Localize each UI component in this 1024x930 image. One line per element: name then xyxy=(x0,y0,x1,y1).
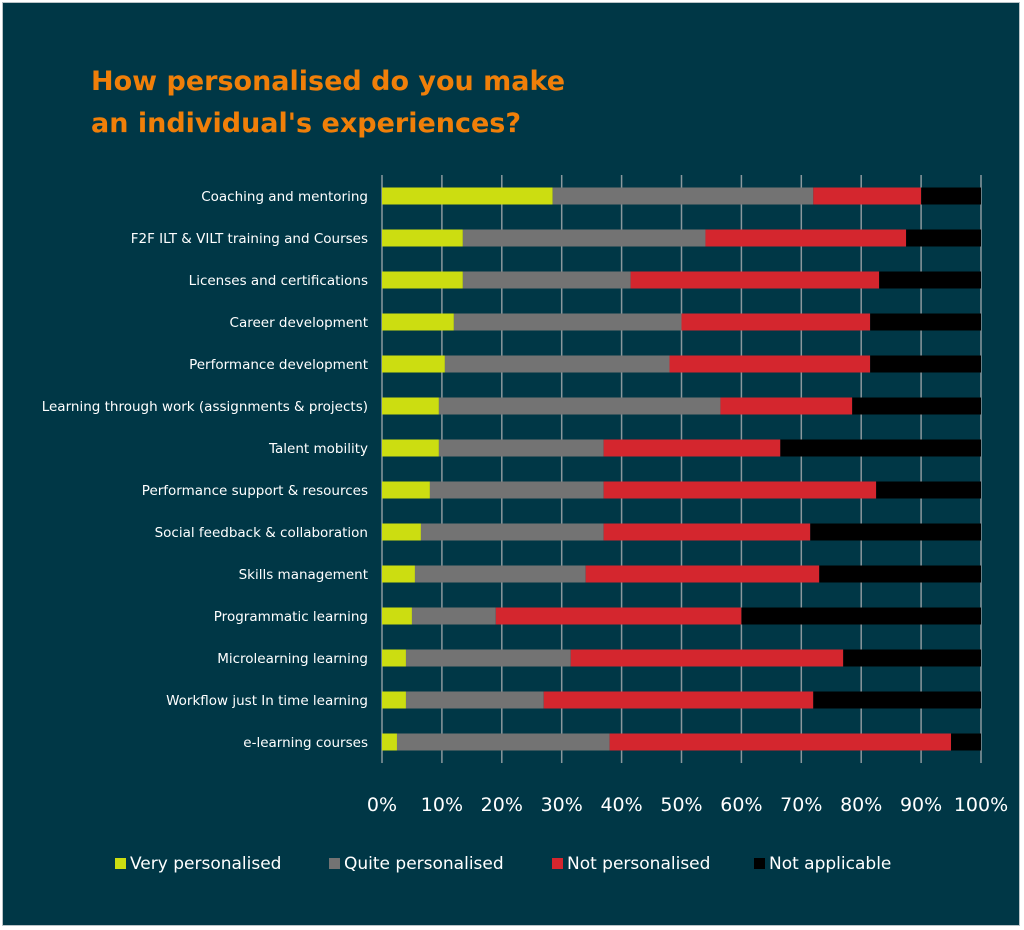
bar-segment xyxy=(495,607,742,625)
bar-segment xyxy=(906,229,981,247)
category-label: Learning through work (assignments & pro… xyxy=(42,399,368,415)
bar-segment xyxy=(852,397,981,415)
bar-segment xyxy=(382,313,454,331)
bar-segment xyxy=(780,439,981,457)
bar-segment xyxy=(382,733,397,751)
category-label: Talent mobility xyxy=(268,441,368,457)
category-labels: Coaching and mentoring F2F ILT & VILT tra… xyxy=(42,189,368,751)
bar-segment xyxy=(552,187,814,205)
bar-segment xyxy=(382,481,430,499)
x-tick-label: 10% xyxy=(421,794,463,816)
bar-segments xyxy=(382,187,981,751)
bar-segment xyxy=(414,565,586,583)
bar-segment xyxy=(411,607,496,625)
x-tick-label: 40% xyxy=(600,794,642,816)
category-label: Skills management xyxy=(239,567,368,583)
grid-lines xyxy=(381,175,982,763)
bar-segment xyxy=(681,313,871,331)
category-label: Social feedback & collaboration xyxy=(155,525,368,541)
category-label: Workflow just In time learning xyxy=(166,693,368,709)
legend-swatch xyxy=(115,858,126,869)
legend-label: Not applicable xyxy=(769,854,891,874)
bar-segment xyxy=(813,691,981,709)
x-tick-labels: 0% 10% 20% 30% 40% 50% 60% 70% 80% 90% 100% xyxy=(367,794,1008,816)
bar-segment xyxy=(420,523,604,541)
x-tick-label: 100% xyxy=(954,794,1008,816)
legend-label: Not personalised xyxy=(567,854,710,874)
bar-segment xyxy=(382,355,445,373)
x-tick-label: 90% xyxy=(900,794,942,816)
bar-segment xyxy=(543,691,814,709)
bar-segment xyxy=(382,187,553,205)
bar-segment xyxy=(382,607,412,625)
bar-segment xyxy=(669,355,871,373)
category-label: e-learning courses xyxy=(243,735,368,751)
category-label: Performance development xyxy=(189,357,368,373)
bar-segment xyxy=(876,481,981,499)
legend-label: Quite personalised xyxy=(344,854,504,874)
legend-swatch xyxy=(754,858,765,869)
legend-label: Very personalised xyxy=(130,854,281,874)
category-label: Programmatic learning xyxy=(214,609,368,625)
bar-segment xyxy=(382,397,439,415)
bar-segment xyxy=(382,649,406,667)
bar-segment xyxy=(462,271,631,289)
bar-segment xyxy=(405,691,544,709)
bar-segment xyxy=(585,565,820,583)
bar-segment xyxy=(438,439,604,457)
bar-segment xyxy=(603,439,781,457)
category-label: Licenses and certifications xyxy=(189,273,368,289)
x-tick-label: 0% xyxy=(367,794,397,816)
bar-segment xyxy=(382,271,463,289)
category-label: Career development xyxy=(230,315,368,331)
bar-segment xyxy=(741,607,981,625)
bar-segment xyxy=(405,649,571,667)
x-tick-label: 60% xyxy=(720,794,762,816)
x-tick-label: 30% xyxy=(541,794,583,816)
bar-segment xyxy=(720,397,853,415)
bar-segment xyxy=(444,355,670,373)
bar-segment xyxy=(382,691,406,709)
bar-segment xyxy=(609,733,952,751)
bar-segment xyxy=(382,439,439,457)
bar-segment xyxy=(570,649,844,667)
x-tick-label: 50% xyxy=(660,794,702,816)
bar-segment xyxy=(382,565,415,583)
bar-segment xyxy=(879,271,981,289)
chart-plot: Coaching and mentoring F2F ILT & VILT tra… xyxy=(42,175,1008,874)
bar-segment xyxy=(951,733,981,751)
x-tick-label: 70% xyxy=(780,794,822,816)
legend-swatch xyxy=(552,858,563,869)
legend: Very personalised Quite personalised Not p… xyxy=(115,854,891,874)
bar-segment xyxy=(843,649,981,667)
bar-segment xyxy=(603,481,877,499)
bar-segment xyxy=(396,733,610,751)
bar-segment xyxy=(429,481,604,499)
category-label: F2F ILT & VILT training and Courses xyxy=(131,231,368,247)
bar-segment xyxy=(382,229,463,247)
bar-segment xyxy=(453,313,682,331)
bar-segment xyxy=(810,523,981,541)
x-tick-label: 20% xyxy=(481,794,523,816)
bar-segment xyxy=(921,187,981,205)
category-label: Performance support & resources xyxy=(142,483,368,499)
bar-segment xyxy=(630,271,880,289)
bar-segment xyxy=(462,229,706,247)
chart-title: How personalised do you make an individu… xyxy=(91,66,566,139)
bar-segment xyxy=(603,523,811,541)
bar-segment xyxy=(382,523,421,541)
bar-segment xyxy=(819,565,981,583)
bar-segment xyxy=(813,187,922,205)
category-label: Coaching and mentoring xyxy=(201,189,368,205)
bar-segment xyxy=(870,313,981,331)
x-tick-label: 80% xyxy=(840,794,882,816)
bar-segment xyxy=(870,355,981,373)
bar-segment xyxy=(438,397,721,415)
bar-segment xyxy=(705,229,907,247)
category-label: Microlearning learning xyxy=(217,651,368,667)
legend-swatch xyxy=(329,858,340,869)
